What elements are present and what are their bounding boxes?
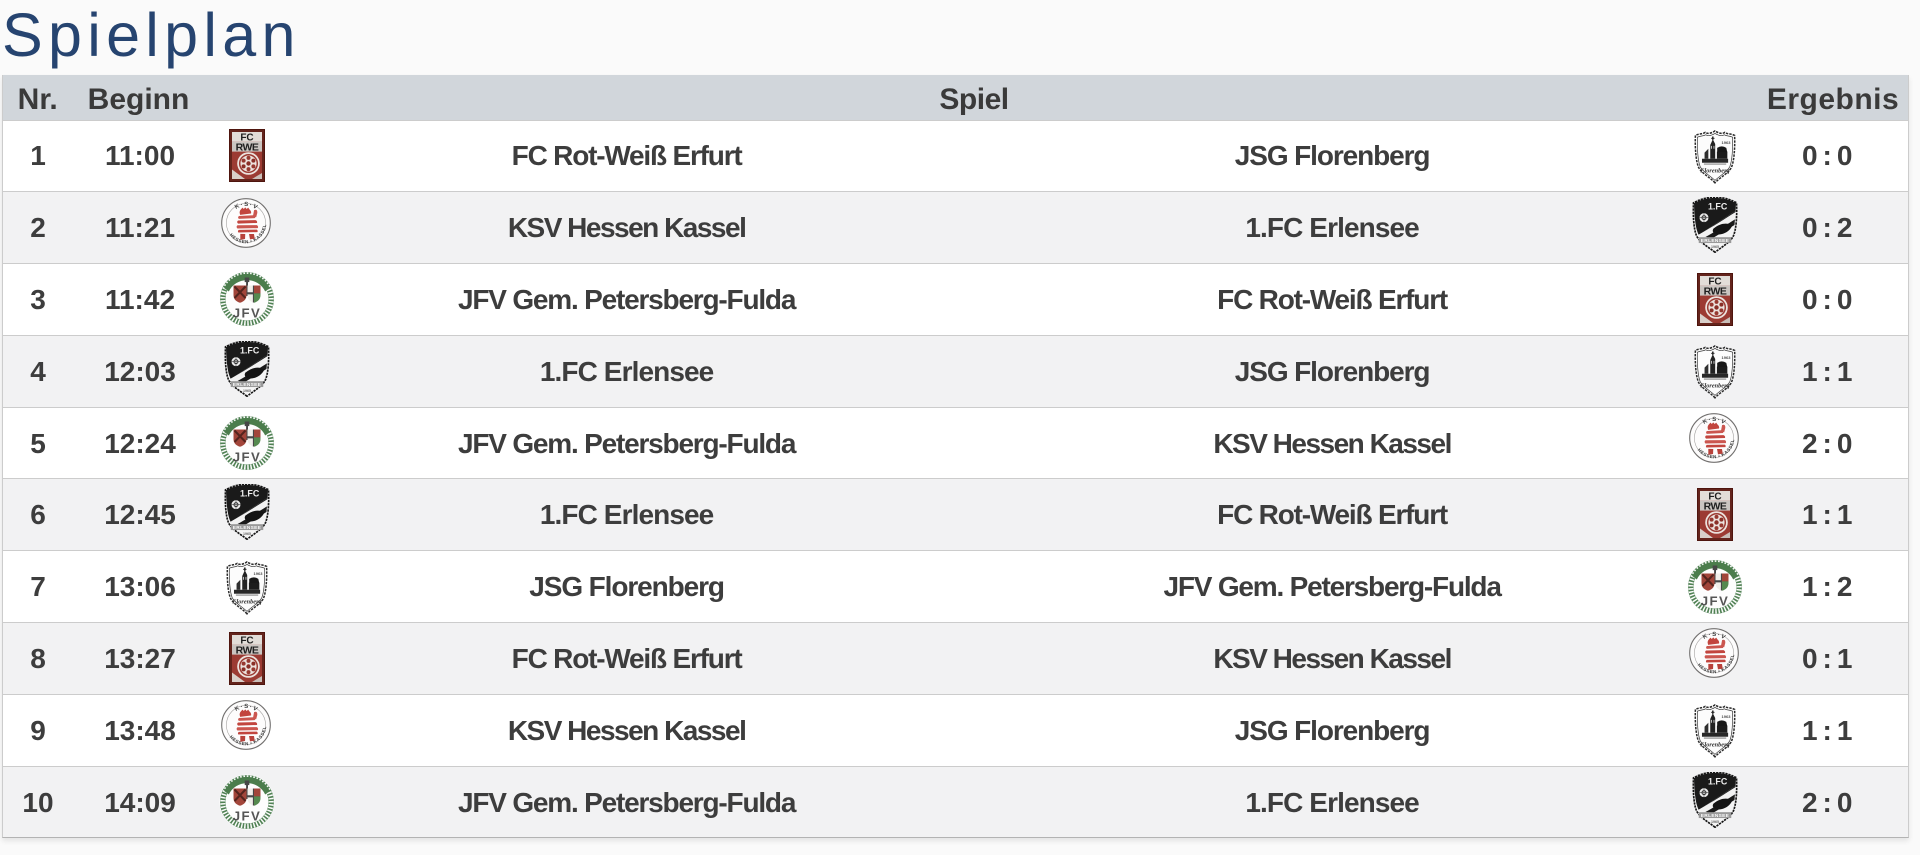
svg-text:K·S·V: K·S·V: [1702, 632, 1727, 642]
svg-text:1965: 1965: [243, 532, 251, 536]
svg-text:1.FC: 1.FC: [240, 345, 260, 355]
svg-text:FC: FC: [1708, 276, 1721, 287]
svg-text:RWE: RWE: [1703, 286, 1726, 298]
svg-text:ERLENSEE: ERLENSEE: [233, 526, 262, 532]
svg-text:Florenberg: Florenberg: [232, 598, 261, 605]
svg-text:1963: 1963: [1721, 140, 1731, 145]
svg-text:1965: 1965: [1711, 245, 1719, 249]
svg-text:1.FC: 1.FC: [1707, 201, 1727, 211]
svg-text:1963: 1963: [254, 570, 264, 575]
svg-text:K·S·V: K·S·V: [234, 704, 259, 714]
svg-text:1.FC: 1.FC: [240, 489, 260, 499]
svg-text:JFV: JFV: [233, 809, 261, 824]
svg-text:FC: FC: [240, 133, 253, 144]
svg-text:1965: 1965: [1711, 820, 1719, 824]
svg-text:RWE: RWE: [1703, 501, 1726, 513]
svg-text:1.FC: 1.FC: [1707, 776, 1727, 786]
svg-text:Florenberg: Florenberg: [1700, 167, 1729, 174]
svg-text:K·S·V: K·S·V: [234, 202, 259, 212]
svg-text:JFV: JFV: [233, 450, 261, 465]
svg-text:K·S·V: K·S·V: [1702, 417, 1727, 427]
svg-text:ERLENSEE: ERLENSEE: [233, 382, 262, 388]
svg-text:FC: FC: [240, 635, 253, 646]
svg-text:Florenberg: Florenberg: [1700, 742, 1729, 749]
svg-text:JFV: JFV: [233, 306, 261, 321]
svg-text:FC: FC: [1708, 492, 1721, 503]
svg-text:ERLENSEE: ERLENSEE: [1700, 813, 1729, 819]
svg-text:RWE: RWE: [236, 142, 259, 154]
svg-text:1963: 1963: [1721, 355, 1731, 360]
svg-text:1965: 1965: [243, 389, 251, 393]
svg-text:RWE: RWE: [236, 645, 259, 657]
svg-text:1963: 1963: [1721, 714, 1731, 719]
svg-text:ERLENSEE: ERLENSEE: [1700, 238, 1729, 244]
svg-text:JFV: JFV: [1700, 593, 1728, 608]
svg-text:Florenberg: Florenberg: [1700, 383, 1729, 390]
